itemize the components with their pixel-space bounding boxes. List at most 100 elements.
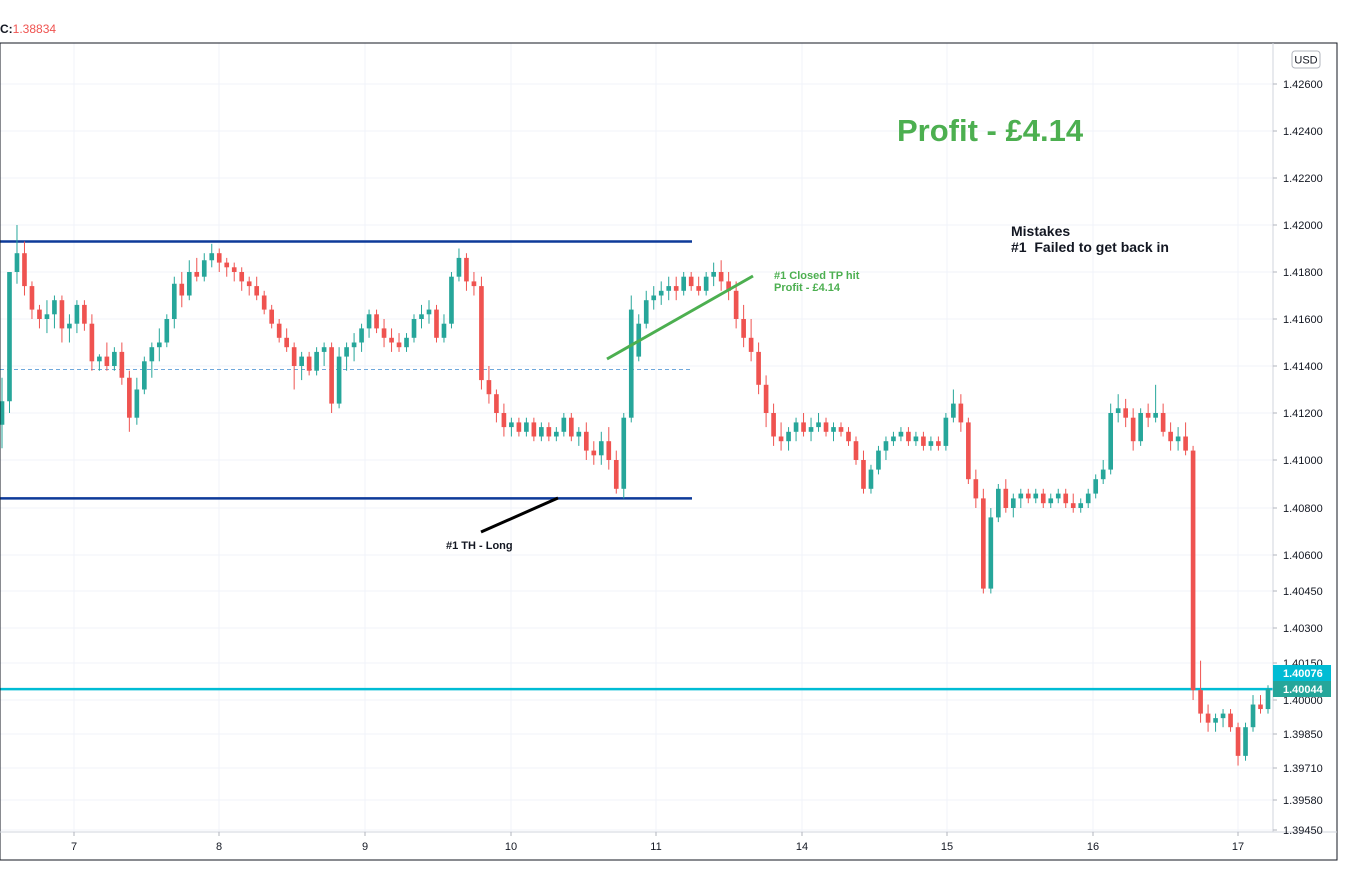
- tp-trendline[interactable]: [606, 274, 754, 361]
- candle: [127, 370, 132, 432]
- candle: [733, 281, 739, 329]
- candle-body: [838, 427, 844, 432]
- candle: [434, 304, 439, 343]
- candle-body: [981, 498, 986, 589]
- candle-body: [276, 323, 282, 338]
- candle-body: [1258, 704, 1263, 710]
- candle: [269, 304, 275, 329]
- candle-body: [928, 441, 934, 446]
- candle-body: [7, 272, 12, 402]
- x-tick-label: 9: [362, 841, 368, 853]
- candle-body: [179, 283, 185, 296]
- candle: [89, 314, 95, 371]
- candle-body: [808, 427, 814, 432]
- candle: [1040, 488, 1046, 508]
- candle: [1153, 384, 1158, 423]
- candle-body: [883, 441, 889, 451]
- candle-body: [1220, 713, 1226, 719]
- candle-body: [1168, 431, 1173, 442]
- candle-body: [1198, 690, 1203, 714]
- candle-body: [22, 253, 27, 287]
- candle: [404, 333, 409, 352]
- candle-body: [1040, 493, 1046, 504]
- candle-body: [52, 300, 57, 315]
- candle: [995, 484, 1001, 523]
- candle-body: [14, 253, 20, 272]
- closed-tp-profit-label: Profit - £4.14: [774, 282, 841, 294]
- y-tick-label: 1.39580: [1283, 795, 1323, 807]
- candle: [988, 508, 994, 594]
- candle: [711, 262, 716, 287]
- candle-body: [793, 422, 799, 432]
- candle: [628, 295, 634, 423]
- candle: [284, 328, 289, 352]
- candle: [1183, 422, 1188, 456]
- price-axis[interactable]: 1.42600 1.42400 1.42200 1.42000 1.41800 1.416…: [1273, 79, 1323, 837]
- candle: [898, 427, 904, 442]
- candle-body: [254, 286, 260, 296]
- candle-body: [711, 272, 716, 277]
- candle: [621, 413, 627, 499]
- time-axis[interactable]: 7 8 9 10 11 14 15 16 17: [71, 832, 1244, 853]
- candle: [741, 304, 746, 348]
- candle: [651, 286, 657, 310]
- candle-body: [688, 276, 694, 287]
- candle-body: [156, 342, 162, 348]
- y-tick-label: 1.41000: [1283, 455, 1323, 467]
- candle-body: [1213, 718, 1218, 723]
- candle: [1070, 493, 1076, 513]
- candle: [673, 276, 679, 301]
- candle: [29, 281, 35, 319]
- candle-body: [381, 328, 387, 338]
- candle: [801, 413, 806, 437]
- x-tick-label: 15: [941, 841, 953, 853]
- candle: [501, 403, 507, 437]
- candle-body: [966, 422, 971, 480]
- closed-tp-label: #1 Closed TP hit: [774, 270, 860, 282]
- x-tick-label: 11: [650, 841, 661, 853]
- candle-body: [988, 517, 994, 589]
- candle: [756, 342, 761, 395]
- candle-body: [246, 281, 252, 287]
- candle: [771, 403, 776, 446]
- candle-body: [1055, 493, 1061, 499]
- x-tick-label: 10: [505, 841, 517, 853]
- entry-pointer-line[interactable]: [480, 496, 559, 534]
- candle: [374, 309, 379, 334]
- candle-body: [554, 431, 559, 437]
- candle-body: [104, 356, 110, 366]
- candle-body: [1265, 689, 1271, 710]
- candle: [868, 464, 874, 494]
- candle-body: [216, 253, 222, 263]
- close-value: 1.38834: [12, 22, 57, 36]
- candle-body: [576, 431, 582, 437]
- candle: [97, 354, 102, 371]
- x-tick-label: 8: [216, 841, 222, 853]
- price-tags: 1.40076 1.40044: [1273, 665, 1331, 697]
- currency-badge[interactable]: [1291, 50, 1321, 69]
- candle: [22, 241, 27, 296]
- candle-body: [681, 276, 687, 291]
- candle-body: [112, 351, 117, 366]
- candle: [831, 422, 836, 442]
- candle-body: [434, 309, 439, 338]
- candle: [786, 427, 791, 451]
- candle-body: [591, 450, 597, 456]
- candle-body: [868, 469, 874, 489]
- candle: [688, 272, 694, 291]
- candle: [194, 257, 200, 282]
- candle-body: [643, 300, 649, 324]
- candle-body: [898, 431, 904, 437]
- candle: [958, 394, 964, 432]
- price-tag-bg: [1273, 665, 1331, 681]
- candle: [104, 342, 110, 371]
- candle-body: [531, 422, 537, 437]
- candle: [1010, 493, 1016, 518]
- candle-body: [943, 417, 949, 446]
- y-tick-label: 1.42400: [1283, 126, 1323, 138]
- candle: [321, 342, 327, 366]
- candle: [456, 248, 462, 282]
- candle: [1085, 488, 1091, 508]
